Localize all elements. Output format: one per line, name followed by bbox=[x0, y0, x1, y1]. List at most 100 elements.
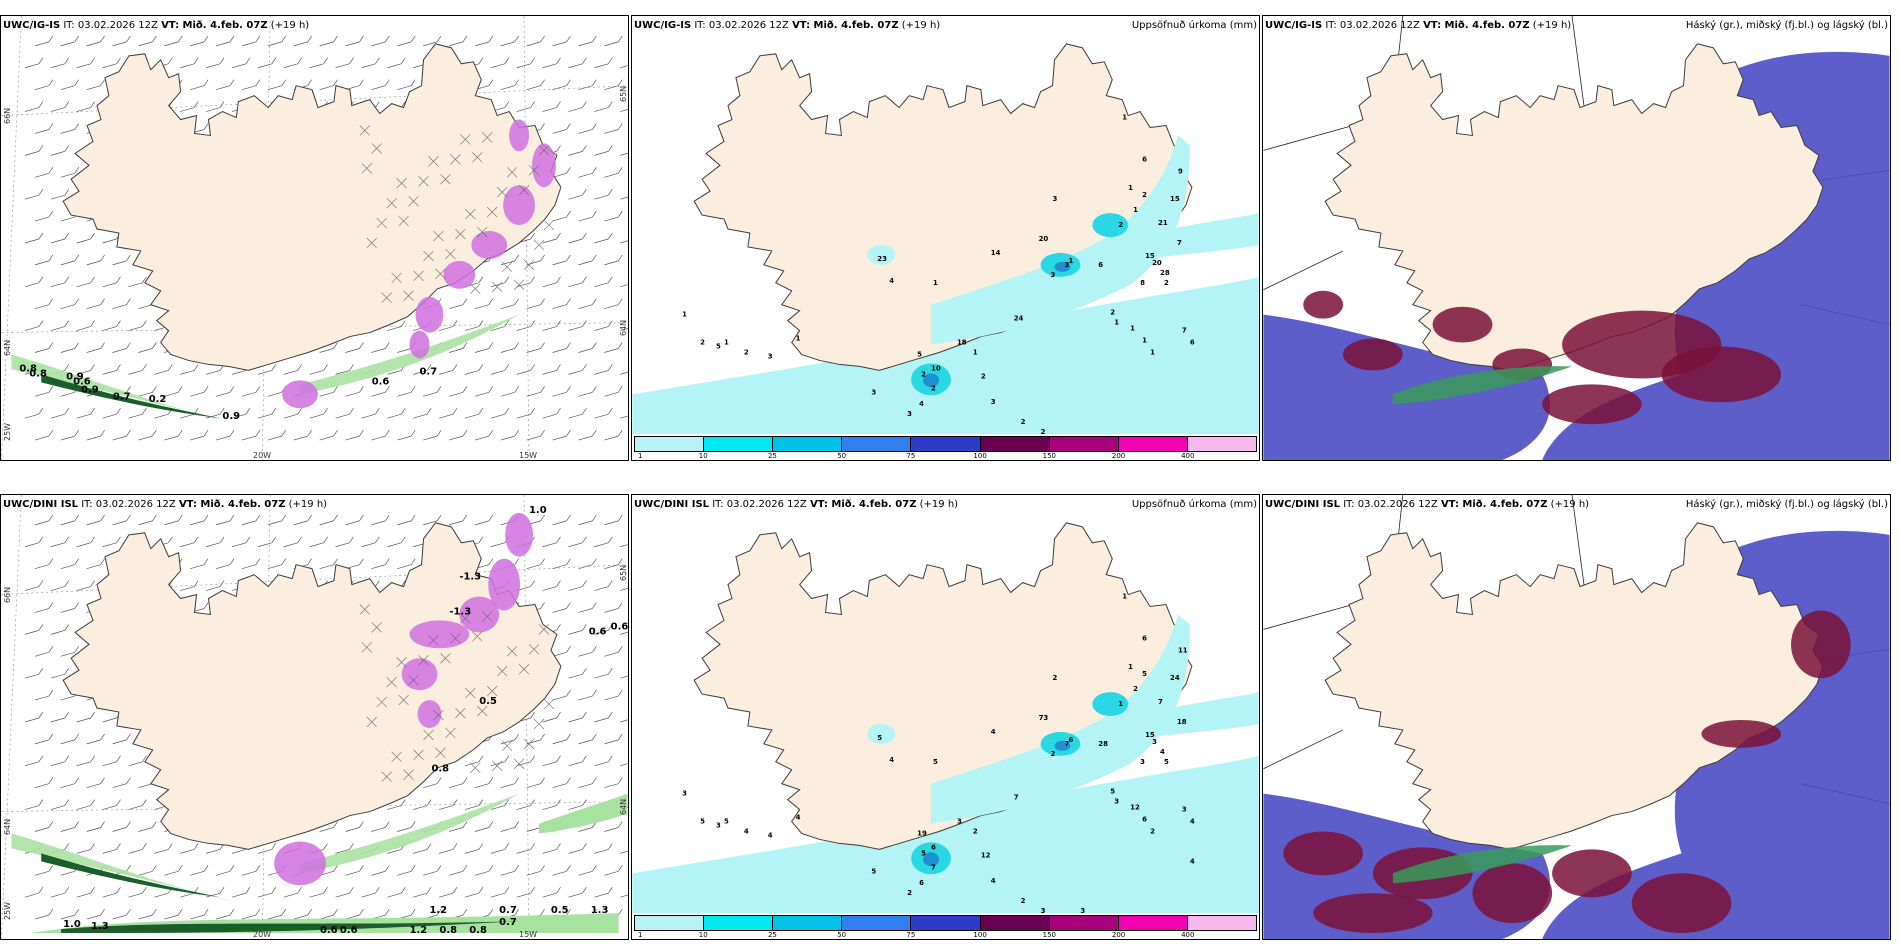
wind-value-label: 0.5 bbox=[479, 696, 497, 707]
wind-value-label: -1.3 bbox=[459, 572, 481, 583]
precip-value: 3 bbox=[768, 352, 773, 360]
lon-label-15: 15W bbox=[519, 930, 538, 939]
precip-value: 7 bbox=[1014, 794, 1019, 802]
precip-value: 28 bbox=[1098, 740, 1108, 748]
colorbar-swatch bbox=[980, 437, 1050, 451]
lat-label-64: 64N bbox=[3, 818, 12, 835]
colorbar-swatch bbox=[1187, 916, 1256, 930]
precip-value: 20 bbox=[1152, 259, 1162, 267]
colorbar-swatches bbox=[634, 915, 1257, 931]
colorbar-tick: 10 bbox=[698, 931, 708, 939]
wind-panel-top: 0.8 0.8 0.9 0.6 0.9 0.7 0.2 0.9 0.6 0.7 UWC/IG-IS… bbox=[0, 15, 629, 461]
precip-value: 1 bbox=[1128, 184, 1133, 192]
precip-value: 18 bbox=[1177, 718, 1187, 726]
colorbar-swatch bbox=[1049, 916, 1119, 930]
precip-value: 21 bbox=[1158, 219, 1168, 227]
colorbar-tick: 150 bbox=[1042, 931, 1057, 939]
precip-value: 6 bbox=[919, 879, 924, 887]
graticule bbox=[1, 16, 628, 460]
panel-header: UWC/IG-IS IT: 03.02.2026 12Z VT: Mið. 4.… bbox=[1265, 20, 1571, 31]
panel-header: UWC/IG-IS IT: 03.02.2026 12Z VT: Mið. 4.… bbox=[3, 20, 309, 31]
iceland-land bbox=[62, 43, 562, 371]
precip-value: 15 bbox=[1145, 252, 1155, 260]
precip-value: 3 bbox=[1182, 806, 1187, 814]
precip-value: 2 bbox=[1142, 191, 1147, 199]
precip-value: 3 bbox=[1152, 738, 1157, 746]
precip-value: 2 bbox=[973, 827, 978, 835]
lead-time: (+19 h) bbox=[1532, 20, 1572, 31]
precip-value: 24 bbox=[1014, 315, 1024, 323]
colorbar-swatch bbox=[773, 916, 843, 930]
precip-value: 2 bbox=[907, 889, 912, 897]
colorbar-swatch bbox=[635, 916, 705, 930]
colorbar-swatches bbox=[634, 436, 1257, 452]
precip-value: 6 bbox=[1098, 261, 1103, 269]
precip-value: 1 bbox=[796, 335, 801, 343]
valid-time: VT: Mið. 4.feb. 07Z bbox=[1440, 499, 1548, 510]
precip-value: 5 bbox=[700, 818, 705, 826]
wind-value-label: 0.8 bbox=[439, 925, 457, 936]
precip-value: 1 bbox=[973, 348, 978, 356]
precip-value: 2 bbox=[1118, 221, 1123, 229]
precip-value: 12 bbox=[1130, 804, 1140, 812]
colorbar-swatch bbox=[704, 916, 774, 930]
precip-value: 2 bbox=[700, 339, 705, 347]
colorbar-tick: 50 bbox=[837, 452, 847, 460]
lat-label-64-right: 64N bbox=[619, 319, 628, 336]
wind-value-label: 0.9 bbox=[81, 384, 99, 395]
precip-value: 4 bbox=[1190, 818, 1195, 826]
colorbar-swatch bbox=[1049, 437, 1119, 451]
wind-value-label: 0.2 bbox=[149, 394, 167, 405]
wind-value-label: 0.8 bbox=[29, 368, 47, 379]
precip-value: 3 bbox=[871, 388, 876, 396]
lon-label-25: 25W bbox=[3, 901, 12, 920]
init-time: IT: 03.02.2026 12Z bbox=[694, 20, 789, 31]
init-time: IT: 03.02.2026 12Z bbox=[712, 499, 807, 510]
wind-value-label: 0.6 bbox=[611, 621, 628, 632]
precip-value: 1 bbox=[1130, 325, 1135, 333]
precip-value: 10 bbox=[931, 364, 941, 372]
precip-value: 5 bbox=[716, 343, 721, 351]
precip-value: 3 bbox=[907, 410, 912, 418]
wind-value-label: -1.3 bbox=[449, 606, 471, 617]
precip-overland bbox=[867, 135, 1190, 396]
lead-time: (+19 h) bbox=[288, 499, 328, 510]
valid-time: VT: Mið. 4.feb. 07Z bbox=[178, 499, 286, 510]
precip-value: 3 bbox=[1051, 271, 1056, 279]
lat-label-64: 64N bbox=[3, 339, 12, 356]
precip-value: 4 bbox=[889, 756, 894, 764]
colorbar-swatch bbox=[911, 437, 981, 451]
precip-value: 5 bbox=[1110, 788, 1115, 796]
precip-value: 11 bbox=[1178, 646, 1188, 654]
colorbar-tick: 400 bbox=[1181, 452, 1195, 460]
precip-value: 6 bbox=[931, 843, 936, 851]
precip-value: 6 bbox=[1142, 634, 1147, 642]
colorbar-tick: 50 bbox=[837, 931, 847, 939]
precip-value: 3 bbox=[1114, 798, 1119, 806]
panel-header: UWC/DINI ISL IT: 03.02.2026 12Z VT: Mið.… bbox=[634, 499, 958, 510]
wind-value-label: 0.6 bbox=[340, 925, 358, 936]
wind-value-label: 1.0 bbox=[529, 505, 547, 516]
cloud-panel-top: UWC/IG-IS IT: 03.02.2026 12Z VT: Mið. 4.… bbox=[1262, 15, 1891, 461]
precip-value: 4 bbox=[919, 400, 924, 408]
lat-label-66: 66N bbox=[3, 586, 12, 603]
wind-value-label: 0.9 bbox=[66, 371, 84, 382]
colorbar-swatch bbox=[842, 437, 912, 451]
wind-value-label: 0.6 bbox=[372, 376, 390, 387]
colorbar-swatch bbox=[842, 916, 912, 930]
wind-value-label: 1.2 bbox=[410, 925, 428, 936]
colorbar-swatch bbox=[980, 916, 1050, 930]
cloud-title: Háský (gr.), miðský (fj.bl.) og lágský (… bbox=[1685, 20, 1888, 31]
precip-value: 5 bbox=[877, 734, 882, 742]
valid-time: VT: Mið. 4.feb. 07Z bbox=[161, 20, 268, 31]
precip-value: 14 bbox=[991, 249, 1001, 257]
wind-value-label: 1.0 bbox=[63, 919, 81, 930]
init-time: IT: 03.02.2026 12Z bbox=[81, 499, 176, 510]
colorbar-ticks: 1 10 25 50 75 100 150 200 400 bbox=[634, 452, 1257, 460]
iceland-land bbox=[1324, 522, 1824, 850]
colorbar-ticks: 1 10 25 50 75 100 150 200 400 bbox=[634, 931, 1257, 939]
precip-value: 1 bbox=[682, 311, 687, 319]
lat-label-66: 66N bbox=[3, 107, 12, 124]
